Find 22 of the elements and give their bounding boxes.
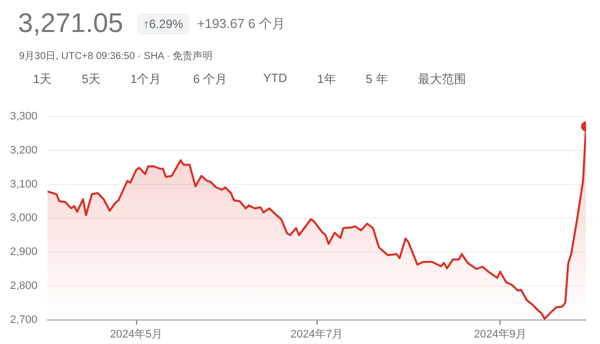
text: +193.67 6 个月 xyxy=(197,14,285,32)
text: 1个月 xyxy=(130,71,162,88)
x-tick-label: 2024年9月 xyxy=(474,328,526,340)
y-tick-label: 3,300 xyxy=(10,110,38,123)
text: 5天 xyxy=(82,71,100,88)
chart-subtitle: 9月30日, UTC+8 09:36:50 · SHA · 免责声明 xyxy=(19,50,213,63)
y-tick-label: 3,200 xyxy=(10,144,38,156)
y-tick-label: 2,700 xyxy=(10,314,38,326)
text: 最大范围 xyxy=(418,71,466,88)
text: 5 年 xyxy=(366,71,388,88)
y-tick-label: 2,900 xyxy=(10,246,38,258)
text: 1天 xyxy=(33,71,52,88)
y-tick-label: 2,800 xyxy=(10,280,38,292)
y-tick-label: 3,100 xyxy=(10,178,38,190)
text: ↑6.29% xyxy=(137,12,190,34)
x-tick-label: 2024年7月 xyxy=(290,328,344,340)
text: 6 个月 xyxy=(193,71,228,88)
chart-title: 3,271.05 xyxy=(18,8,124,39)
y-tick-label: 3,000 xyxy=(10,212,38,224)
text: 1年 xyxy=(317,71,336,88)
x-tick-label: 2024年5月 xyxy=(110,328,163,340)
text: YTD xyxy=(263,71,288,87)
